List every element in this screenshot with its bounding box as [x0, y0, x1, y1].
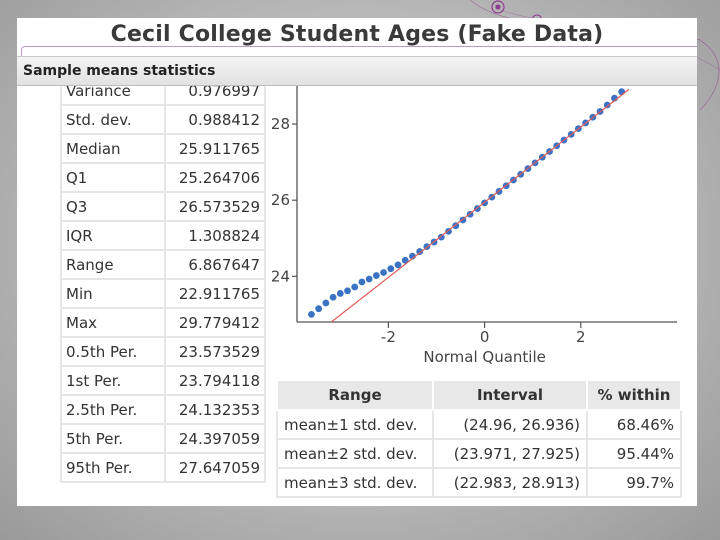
- interval-range: mean±3 std. dev.: [276, 467, 434, 498]
- x-tick-label: 2: [576, 328, 586, 346]
- stats-row: Max 29.779412: [60, 307, 266, 338]
- interval-within: 95.44%: [586, 438, 682, 469]
- stats-row: Q3 26.573529: [60, 191, 266, 222]
- stats-label: 1st Per.: [60, 365, 166, 396]
- stats-value: 24.132353: [164, 394, 266, 425]
- stats-label: 5th Per.: [60, 423, 166, 454]
- plot-area: [308, 88, 630, 322]
- stats-row: 0.5th Per. 23.573529: [60, 336, 266, 367]
- stats-row: 5th Per. 24.397059: [60, 423, 266, 454]
- interval-value: (23.971, 27.925): [432, 438, 588, 469]
- interval-table: Range Interval % within mean±1 std. dev.…: [276, 379, 682, 498]
- stats-value: 25.264706: [164, 162, 266, 193]
- sample-means-stats-table: Variance 0.976997 Std. dev. 0.988412 Median 2…: [60, 75, 266, 483]
- normal-qq-plot: -2 0 2 24 26 28 Normal Quantile: [271, 86, 677, 366]
- data-point: [365, 275, 373, 283]
- x-axis-label: Normal Quantile: [423, 348, 546, 366]
- stats-value: 6.867647: [164, 249, 266, 280]
- data-point: [394, 261, 402, 269]
- slide-title: Cecil College Student Ages (Fake Data): [110, 22, 604, 47]
- stats-value: 0.988412: [164, 104, 266, 135]
- stats-row: 2.5th Per. 24.132353: [60, 394, 266, 425]
- data-point: [387, 265, 395, 273]
- data-point: [380, 269, 387, 276]
- stats-value: 1.308824: [164, 220, 266, 251]
- stats-label: Range: [60, 249, 166, 280]
- stats-label: Min: [60, 278, 166, 309]
- data-point: [358, 278, 366, 286]
- stats-label: 95th Per.: [60, 452, 166, 483]
- data-point: [416, 248, 424, 255]
- stats-value: 24.397059: [164, 423, 266, 454]
- stats-label: 0.5th Per.: [60, 336, 166, 367]
- reference-line: [330, 88, 630, 322]
- y-tick-label: 28: [271, 115, 290, 133]
- interval-within: 99.7%: [586, 467, 682, 498]
- x-tick-label: 0: [480, 328, 490, 346]
- data-point: [372, 272, 380, 279]
- stats-label: Max: [60, 307, 166, 338]
- data-point: [618, 88, 626, 96]
- interval-value: (24.96, 26.936): [432, 409, 588, 440]
- stats-row: Std. dev. 0.988412: [60, 104, 266, 135]
- stats-value: 25.911765: [164, 133, 266, 164]
- interval-header-range: Range: [276, 379, 434, 411]
- stats-row: IQR 1.308824: [60, 220, 266, 251]
- stats-row: 95th Per. 27.647059: [60, 452, 266, 483]
- section-header-label: Sample means statistics: [23, 63, 216, 79]
- interval-header-interval: Interval: [432, 379, 588, 411]
- data-point: [336, 290, 344, 297]
- data-point: [603, 101, 611, 109]
- stats-row: Range 6.867647: [60, 249, 266, 280]
- interval-row: mean±3 std. dev. (22.983, 28.913) 99.7%: [276, 467, 682, 498]
- data-point: [315, 305, 323, 313]
- x-tick-label: -2: [381, 328, 396, 346]
- y-tick-label: 26: [271, 191, 290, 209]
- stats-value: 23.573529: [164, 336, 266, 367]
- stats-row: Median 25.911765: [60, 133, 266, 164]
- y-tick-label: 24: [271, 267, 290, 285]
- stats-label: 2.5th Per.: [60, 394, 166, 425]
- stats-value: 23.794118: [164, 365, 266, 396]
- stats-row: Q1 25.264706: [60, 162, 266, 193]
- stats-label: Median: [60, 133, 166, 164]
- stats-label: Std. dev.: [60, 104, 166, 135]
- slide-panel: Cecil College Student Ages (Fake Data) V…: [17, 18, 697, 506]
- data-point: [308, 310, 315, 318]
- section-header-bar: Sample means statistics: [17, 56, 697, 86]
- interval-within: 68.46%: [586, 409, 682, 440]
- title-rule: [21, 46, 697, 57]
- data-point: [351, 283, 359, 291]
- data-point: [322, 299, 330, 307]
- stats-value: 22.911765: [164, 278, 266, 309]
- stats-label: Q3: [60, 191, 166, 222]
- interval-row: mean±2 std. dev. (23.971, 27.925) 95.44%: [276, 438, 682, 469]
- data-point: [329, 293, 337, 301]
- stats-row: 1st Per. 23.794118: [60, 365, 266, 396]
- stats-label: Q1: [60, 162, 166, 193]
- interval-range: mean±2 std. dev.: [276, 438, 434, 469]
- interval-header-within: % within: [586, 379, 682, 411]
- interval-range: mean±1 std. dev.: [276, 409, 434, 440]
- interval-value: (22.983, 28.913): [432, 467, 588, 498]
- data-point: [401, 256, 409, 264]
- stats-value: 27.647059: [164, 452, 266, 483]
- stats-value: 26.573529: [164, 191, 266, 222]
- stats-row: Min 22.911765: [60, 278, 266, 309]
- data-point: [344, 287, 351, 295]
- interval-row: mean±1 std. dev. (24.96, 26.936) 68.46%: [276, 409, 682, 440]
- stats-value: 29.779412: [164, 307, 266, 338]
- stats-label: IQR: [60, 220, 166, 251]
